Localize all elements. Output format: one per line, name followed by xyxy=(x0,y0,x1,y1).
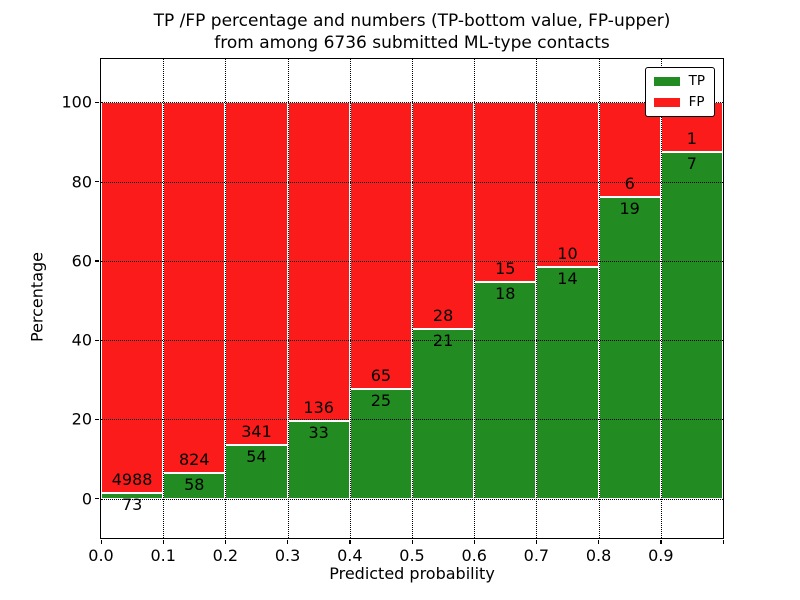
x-tick-mark xyxy=(100,539,102,544)
legend-label: TP xyxy=(688,73,705,89)
bar-segment-fp xyxy=(101,102,164,494)
x-tick-label: 0.5 xyxy=(399,546,425,565)
bar-value-label-tp: 21 xyxy=(432,330,454,350)
bar-segment-tp xyxy=(163,472,226,499)
y-tick-label: 0 xyxy=(81,489,92,509)
bar-value-label-tp: 33 xyxy=(308,423,329,443)
bar-value-label-fp: 341 xyxy=(241,421,272,441)
bar-value-label-fp: 6 xyxy=(624,174,635,194)
grid-line-x xyxy=(412,59,413,538)
plot-area: 4988 73 824 58 341 54 136 33 65 25 28 21 15 18 10 14 6 19… xyxy=(100,58,724,539)
bar-value-label-tp: 19 xyxy=(619,199,640,219)
x-tick-mark xyxy=(598,539,600,544)
x-tick-label: 0.7 xyxy=(523,546,550,565)
bar-value-label-fp: 10 xyxy=(557,244,578,264)
x-tick-mark xyxy=(411,539,413,544)
legend-swatch-tp xyxy=(653,77,680,86)
x-tick-label: 0.6 xyxy=(461,546,487,565)
y-tick-label: 20 xyxy=(71,409,92,429)
bar-segment-fp xyxy=(536,102,599,268)
bar-segment-tp xyxy=(349,388,412,499)
x-tick-label: 0.0 xyxy=(88,546,114,565)
grid-line-x xyxy=(598,59,600,538)
x-axis-title: Predicted probability xyxy=(329,564,495,583)
bar-value-label-tp: 7 xyxy=(686,153,697,173)
bar-segment-tp xyxy=(598,197,661,499)
bar-value-label-tp: 58 xyxy=(184,474,205,494)
grid-line-x xyxy=(536,59,538,538)
y-tick-mark xyxy=(94,260,99,262)
bar-value-label-tp: 18 xyxy=(495,284,516,304)
chart-title-line1: TP /FP percentage and numbers (TP-bottom… xyxy=(153,11,671,31)
legend-entry: FP xyxy=(653,94,705,110)
x-tick-label: 0.4 xyxy=(337,546,363,565)
grid-layer xyxy=(101,59,723,538)
bar-value-label-fp: 824 xyxy=(179,449,210,469)
y-tick-mark xyxy=(94,101,99,103)
bar-value-label-fp: 4988 xyxy=(111,470,153,490)
bar-value-label-fp: 136 xyxy=(303,398,334,418)
grid-line-x xyxy=(163,59,165,538)
x-tick-mark xyxy=(722,539,724,544)
bar-value-label-fp: 65 xyxy=(370,365,392,385)
grid-line-x xyxy=(474,59,476,538)
bar-segment-tp xyxy=(536,267,599,499)
bar-value-label-tp: 73 xyxy=(121,495,143,515)
bars-layer xyxy=(101,59,723,538)
legend-label: FP xyxy=(688,94,705,110)
x-tick-mark xyxy=(349,539,351,544)
y-tick-label: 40 xyxy=(71,330,92,350)
bar-value-label-fp: 15 xyxy=(495,259,516,279)
chart-title: TP /FP percentage and numbers (TP-bottom… xyxy=(100,10,724,54)
chart-title-line2: from among 6736 submitted ML-type contac… xyxy=(214,33,610,53)
x-tick-mark xyxy=(660,539,662,544)
bar-segment-tp xyxy=(474,282,537,499)
x-tick-label: 0.2 xyxy=(212,546,239,565)
y-tick-label: 60 xyxy=(71,251,92,271)
bar-value-label-tp: 25 xyxy=(370,390,392,410)
x-tick-mark xyxy=(535,539,538,544)
bar-segment-tp xyxy=(101,493,164,499)
x-tick-label: 0.1 xyxy=(150,546,176,565)
legend-swatch-fp xyxy=(653,98,680,107)
bar-segment-fp xyxy=(225,102,288,445)
grid-line-x xyxy=(349,59,351,538)
bar-labels-layer: 4988 73 824 58 341 54 136 33 65 25 28 21 15 18 10 14 6 19… xyxy=(101,59,723,538)
x-tick-label: 0.3 xyxy=(274,546,301,565)
bar-segment-tp xyxy=(287,421,350,499)
grid-line-x xyxy=(287,59,289,538)
x-tick-label: 0.8 xyxy=(585,546,612,565)
grid-line-x xyxy=(660,59,662,538)
bar-segment-tp xyxy=(660,151,723,499)
y-tick-mark xyxy=(94,339,99,341)
y-tick-mark xyxy=(94,498,99,500)
y-tick-label: 80 xyxy=(71,172,92,192)
legend-entry: TP xyxy=(653,73,705,89)
bar-segment-tp xyxy=(412,328,475,499)
y-tick-mark xyxy=(94,418,99,421)
bar-value-label-tp: 14 xyxy=(557,269,578,289)
y-tick-label: 100 xyxy=(61,92,92,112)
x-tick-mark xyxy=(287,539,289,544)
x-tick-mark xyxy=(473,539,475,544)
bar-value-label-tp: 54 xyxy=(246,446,267,466)
x-tick-label: 0.9 xyxy=(648,546,674,565)
legend: TP FP xyxy=(644,67,715,117)
bar-value-label-fp: 28 xyxy=(432,305,454,325)
y-tick-mark xyxy=(94,180,99,183)
bar-value-label-fp: 1 xyxy=(686,128,697,148)
x-tick-mark xyxy=(162,539,164,544)
grid-line-x xyxy=(225,59,227,538)
x-tick-mark xyxy=(224,539,227,544)
